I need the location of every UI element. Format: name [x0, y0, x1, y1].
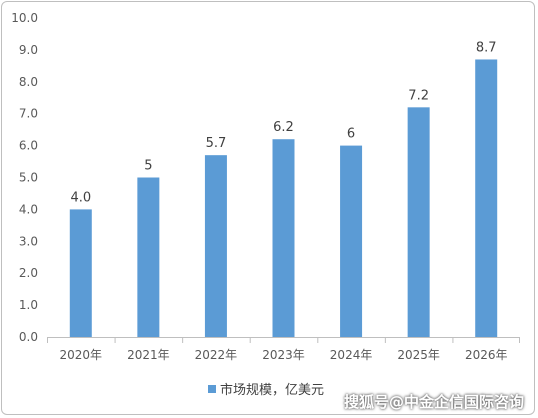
data-label: 6 — [347, 127, 355, 142]
y-axis-ticks: 0.0 1.0 2.0 3.0 4.0 5.0 6.0 7.0 8.0 9.0 10.0 — [11, 11, 38, 344]
y-tick-label: 0.0 — [19, 330, 38, 344]
y-tick-label: 3.0 — [19, 234, 38, 248]
data-label: 6.2 — [273, 120, 294, 135]
y-tick-label: 8.0 — [19, 75, 38, 89]
bar — [69, 209, 92, 337]
y-tick-label: 2.0 — [19, 266, 38, 280]
bar — [407, 107, 430, 337]
x-tick-label: 2021年 — [127, 348, 170, 362]
legend-swatch — [208, 385, 216, 393]
y-tick-label: 1.0 — [19, 298, 38, 312]
x-tick-label: 2020年 — [60, 348, 103, 362]
x-tick-label: 2022年 — [195, 348, 238, 362]
y-tick-label: 10.0 — [11, 11, 38, 25]
legend-label: 市场规模，亿美元 — [220, 382, 324, 398]
data-label: 4.0 — [70, 190, 91, 205]
watermark: 搜狐号@中金企信国际咨询 — [343, 393, 524, 411]
data-label: 8.7 — [476, 40, 497, 55]
y-tick-label: 9.0 — [19, 43, 38, 57]
x-tick-label: 2023年 — [262, 348, 305, 362]
bars — [69, 59, 498, 337]
bar — [475, 59, 498, 337]
bar — [137, 177, 160, 337]
data-label: 5.7 — [206, 136, 227, 151]
x-tick-label: 2024年 — [330, 348, 373, 362]
axes — [47, 337, 520, 343]
bar — [272, 139, 295, 337]
bar — [204, 155, 227, 337]
x-tick-label: 2026年 — [465, 348, 508, 362]
data-labels: 4.0 5 5.7 6.2 6 7.2 8.7 — [70, 40, 496, 205]
y-tick-label: 6.0 — [19, 139, 38, 153]
y-tick-label: 4.0 — [19, 202, 38, 216]
data-label: 7.2 — [408, 88, 429, 103]
data-label: 5 — [144, 159, 152, 174]
legend: 市场规模，亿美元 — [208, 382, 324, 398]
x-axis-ticks: 2020年 2021年 2022年 2023年 2024年 2025年 2026年 — [60, 348, 508, 362]
x-tick-label: 2025年 — [397, 348, 440, 362]
y-tick-label: 7.0 — [19, 107, 38, 121]
y-tick-label: 5.0 — [19, 171, 38, 185]
bar — [340, 145, 363, 337]
